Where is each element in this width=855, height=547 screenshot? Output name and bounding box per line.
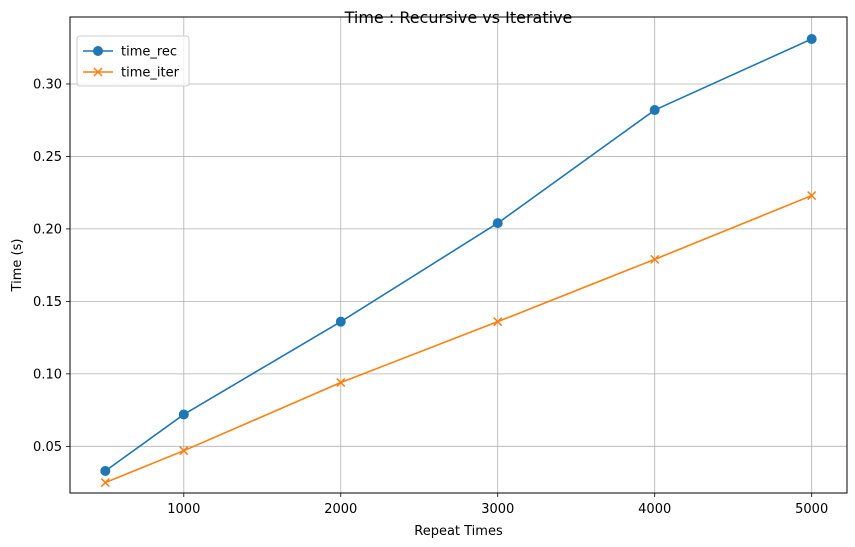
data-point [100,465,111,476]
data-point [807,191,817,201]
series-line [104,38,813,472]
legend-item-time_iter: time_iter [83,66,180,81]
legend-box [76,35,190,87]
x-axis: 1000 2000 3000 4000 5000 [167,493,828,517]
y-tick-label: 0.10 [33,367,62,382]
x-tick-label: 4000 [638,502,671,517]
data-point [493,317,503,327]
data-point [100,478,110,488]
y-tick-label: 0.30 [33,77,62,92]
data-point [335,316,346,327]
series-lines [100,34,817,488]
data-point [650,254,660,264]
x-tick-label: 2000 [324,502,357,517]
x-tick-label: 1000 [167,502,200,517]
y-tick-label: 0.20 [33,222,62,237]
y-tick-label: 0.25 [33,150,62,165]
data-point [806,34,817,45]
legend-label: time_rec [121,45,177,60]
y-tick-label: 0.15 [33,295,62,310]
legend-marker [93,46,103,56]
series-time_rec [100,34,817,476]
legend-item-time_rec: time_rec [83,45,177,60]
data-point [336,378,346,388]
data-point [179,446,189,456]
y-axis-label: Time (s) [10,239,25,293]
data-point [492,218,503,229]
data-point [649,105,660,116]
legend-marker [93,67,103,77]
gridlines [70,17,847,493]
x-tick-label: 3000 [481,502,514,517]
x-tick-label: 5000 [795,502,828,517]
legend-label: time_iter [121,66,180,81]
data-point [178,409,189,420]
legend: time_rec time_iter [76,35,190,87]
x-axis-label: Repeat Times [414,524,503,539]
plot-frame [69,16,848,494]
chart-title: Time : Recursive vs Iterative [344,8,573,27]
series-time_iter [100,191,817,488]
series-line [105,194,812,484]
y-axis: 0.05 0.10 0.15 0.20 0.25 0.30 [33,77,70,455]
y-tick-label: 0.05 [33,440,62,455]
